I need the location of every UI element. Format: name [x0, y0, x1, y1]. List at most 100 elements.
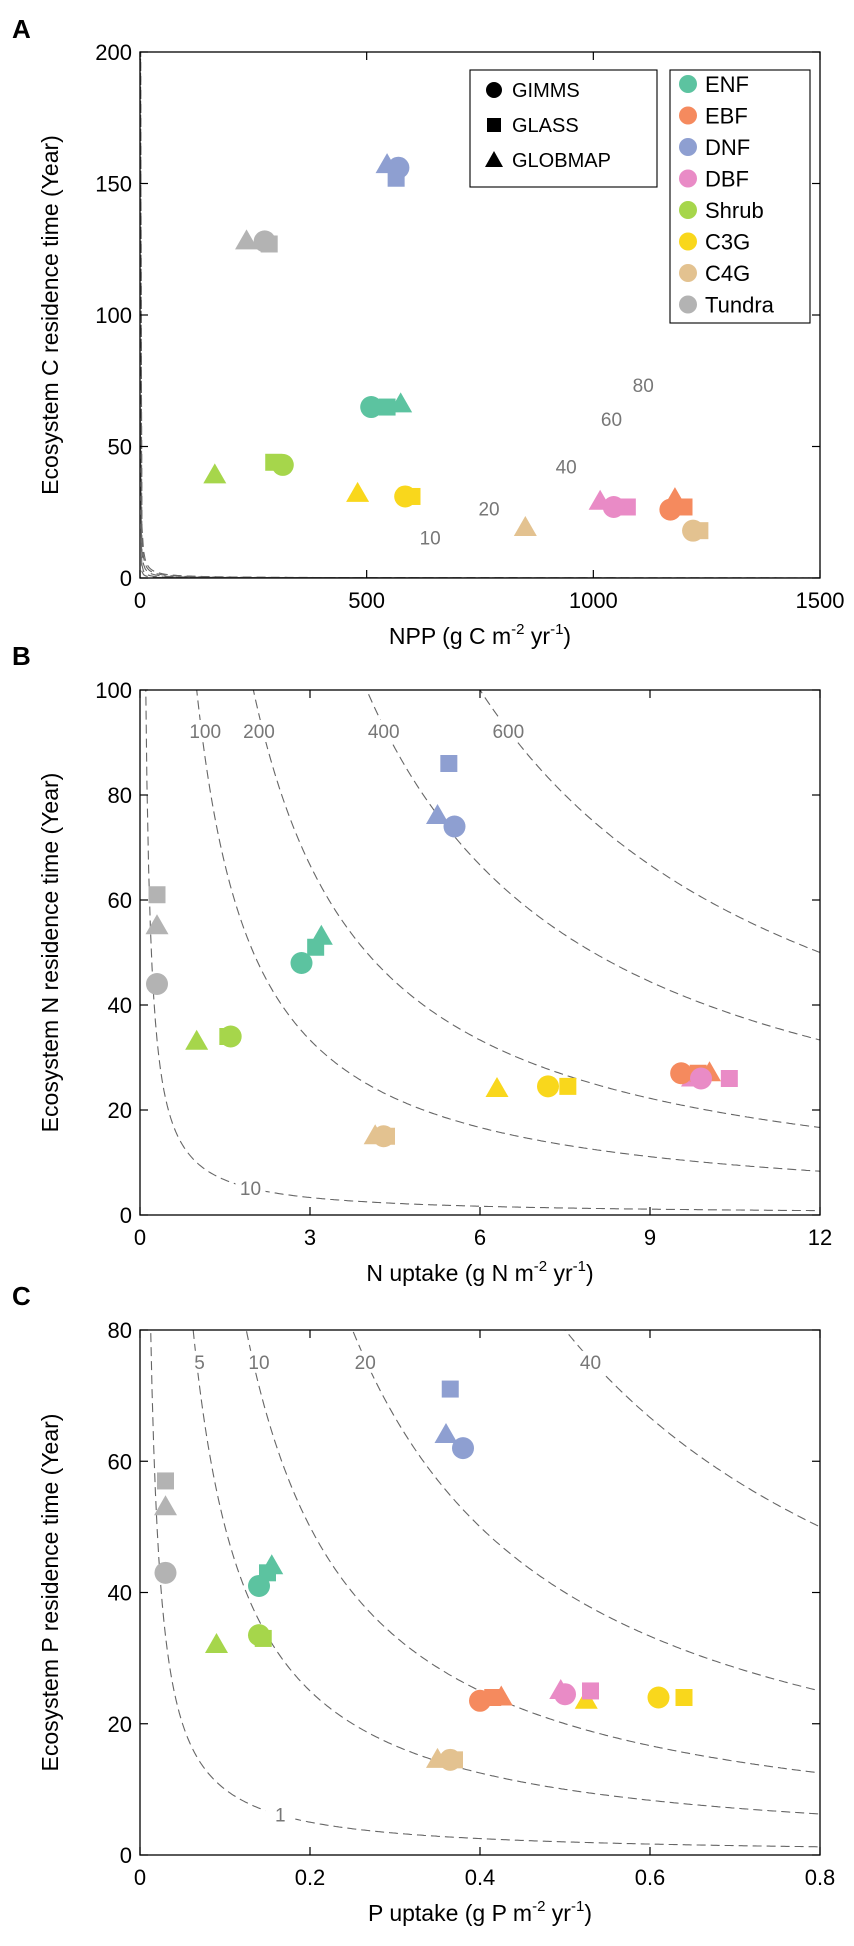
y-tick-label: 0	[120, 1203, 132, 1228]
legend-type-tundra: Tundra	[679, 293, 775, 318]
point-c4g-circle	[682, 519, 705, 542]
legend-color-dot	[679, 232, 697, 251]
point-ebf-circle	[469, 1689, 491, 1712]
point-c3g-triangle	[346, 481, 370, 502]
y-tick-label: 20	[108, 1712, 132, 1737]
legend-type-dbf: DBF	[679, 167, 749, 192]
x-axis-label: NPP (g C m-2 yr-1)	[389, 621, 571, 649]
x-axis-label-sup: -2	[511, 621, 524, 638]
panel-letter: A	[12, 14, 31, 44]
legend-type-c3g: C3G	[679, 230, 750, 255]
point-dnf-circle	[443, 815, 466, 838]
legend-dataset-gimms: GIMMS	[486, 80, 580, 102]
point-tundra-triangle	[235, 229, 259, 250]
contour-label: 1	[275, 1806, 286, 1827]
legend-type-c4g: C4G	[679, 261, 750, 286]
y-tick-label: 60	[108, 1449, 132, 1474]
point-enf-circle	[360, 396, 383, 419]
legend-type-ebf: EBF	[679, 104, 748, 129]
contour-group	[145, 690, 820, 1212]
legend-dataset-label: GLASS	[512, 115, 579, 137]
y-tick-label: 100	[95, 678, 132, 703]
legend-type-label: C4G	[705, 261, 750, 286]
point-shrub-circle	[271, 453, 294, 476]
point-dbf-square	[582, 1682, 599, 1700]
legend-type-shrub: Shrub	[679, 198, 764, 223]
contour-label: 100	[189, 722, 221, 743]
x-tick-label: 1500	[796, 588, 845, 613]
contour-label: 40	[580, 1353, 601, 1374]
contour-label: 10	[248, 1353, 269, 1374]
point-c4g-triangle	[513, 516, 537, 537]
x-tick-label: 0.4	[465, 1865, 496, 1890]
contour-label-bg	[368, 720, 399, 742]
y-axis-label: Ecosystem N residence time (Year)	[37, 773, 63, 1133]
x-tick-label: 0	[134, 1865, 146, 1890]
axes-frame	[139, 689, 821, 1216]
contour-label: 10	[240, 1179, 261, 1200]
point-shrub-triangle	[205, 1633, 228, 1653]
point-ebf-circle	[659, 498, 682, 521]
point-tundra-circle	[154, 1561, 177, 1584]
data-points	[154, 1380, 693, 1771]
point-c3g-circle	[394, 485, 417, 508]
x-tick-label: 1000	[569, 588, 618, 613]
point-enf-square	[378, 398, 396, 416]
data-points	[203, 153, 709, 542]
point-shrub-triangle	[203, 463, 227, 484]
contour-label-bg	[190, 720, 221, 742]
y-axis-label: Ecosystem C residence time (Year)	[37, 135, 63, 495]
point-dnf-square	[441, 1380, 459, 1398]
point-dbf-circle	[690, 1067, 712, 1090]
point-enf-circle	[290, 952, 313, 974]
y-tick-label: 80	[108, 1318, 132, 1343]
point-c4g-circle	[439, 1748, 462, 1771]
contour-label: 600	[492, 722, 524, 743]
point-dbf-circle	[602, 495, 625, 518]
contour-line-200	[252, 690, 820, 1129]
point-tundra-square	[148, 886, 166, 904]
x-tick-label: 0.2	[295, 1865, 326, 1890]
contour-label: 80	[633, 376, 654, 397]
point-tundra-triangle	[154, 1495, 177, 1516]
legend-dataset-label: GLOBMAP	[512, 150, 611, 172]
point-shrub-circle	[248, 1624, 270, 1647]
legend-type-label: Tundra	[705, 293, 775, 318]
legend-type-label: DBF	[705, 167, 749, 192]
x-tick-label: 12	[808, 1225, 832, 1250]
contour-line-100	[196, 690, 820, 1172]
x-tick-label: 3	[304, 1225, 316, 1250]
contour-label-bg	[575, 1350, 606, 1373]
y-tick-label: 150	[95, 172, 132, 197]
x-axis-label-sup: -2	[534, 1258, 547, 1275]
contour-line-5	[192, 1330, 820, 1815]
point-shrub-circle	[219, 1025, 242, 1048]
point-ebf-circle	[670, 1062, 693, 1085]
legend-type-label: DNF	[705, 135, 750, 160]
panel-c: C 1 5 10 20 40 0 0.2 0.4 0.6 0.8 0 20 40 60 80 P uptake …	[12, 1281, 836, 1926]
x-axis-label-part: yr	[547, 1260, 573, 1286]
x-tick-label: 0	[134, 588, 146, 613]
y-tick-label: 100	[95, 303, 132, 328]
point-tundra-circle	[253, 230, 276, 253]
x-axis-label-sup: -1	[550, 621, 563, 638]
legend-color-dot	[679, 106, 697, 125]
y-tick-label: 0	[120, 1843, 132, 1868]
point-tundra-square	[157, 1472, 174, 1490]
panel-a: A 10 20 40 60 80 0 500 1000 1500 0 50 100 150 200 NPP (…	[12, 14, 845, 649]
legend-color-dot	[679, 138, 697, 156]
contour-label: 60	[601, 410, 622, 431]
contour-line-600	[479, 690, 820, 954]
legend-type-label: EBF	[705, 104, 748, 129]
contour-line-40	[564, 1330, 820, 1528]
panel-b: B 10 100 200 400 600 0 3 6 9 12 0 20 40 60 80 100 N uptak…	[12, 641, 832, 1286]
point-c3g-square	[675, 1689, 693, 1706]
contour-line-400	[366, 690, 820, 1041]
y-tick-label: 50	[108, 435, 132, 460]
y-tick-label: 80	[108, 783, 132, 808]
contour-label: 20	[478, 500, 499, 521]
x-tick-label: 0.8	[805, 1865, 836, 1890]
contour-label-bg	[628, 374, 659, 397]
contour-label: 20	[355, 1353, 376, 1374]
contour-label: 200	[243, 722, 275, 743]
